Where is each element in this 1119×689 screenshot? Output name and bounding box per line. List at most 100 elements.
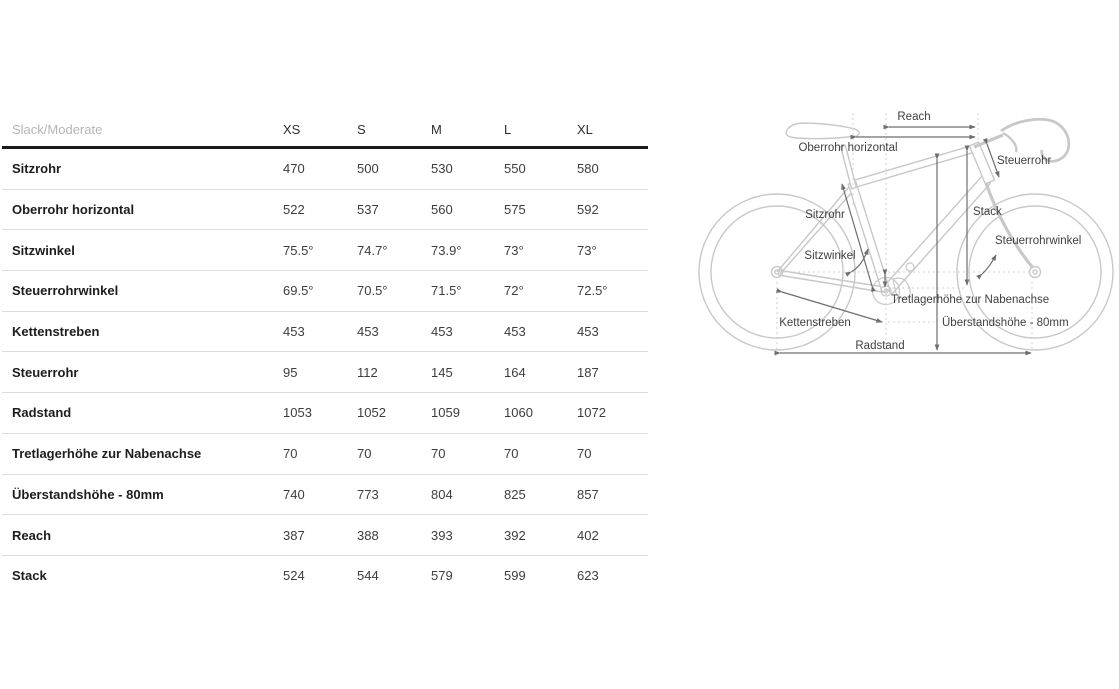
- diagram-labels: Reach Oberrohr horizontal Steuerrohr Sit…: [779, 111, 1081, 352]
- row-value: 623: [577, 568, 599, 584]
- row-value: 71.5°: [431, 283, 462, 299]
- row-value: 70: [504, 446, 519, 462]
- radstand-label: Radstand: [855, 340, 904, 352]
- reach-label: Reach: [897, 111, 930, 123]
- table-row: Sitzrohr 470 500 530 550 580: [2, 149, 648, 190]
- column-header-l: L: [504, 121, 512, 137]
- row-value: 579: [431, 568, 453, 584]
- row-value: 1053: [283, 405, 312, 421]
- dimension-arrows: [774, 124, 1032, 356]
- column-header-xs: XS: [283, 121, 301, 137]
- row-value: 544: [357, 568, 379, 584]
- table-row: Kettenstreben 453 453 453 453 453: [2, 312, 648, 353]
- row-value: 500: [357, 161, 379, 177]
- row-value: 73°: [577, 242, 597, 258]
- row-value: 550: [504, 161, 526, 177]
- table-header-row: Slack/Moderate XS S M L XL: [2, 112, 648, 149]
- row-value: 804: [431, 486, 453, 502]
- column-header-m: M: [431, 121, 442, 137]
- row-value: 580: [577, 161, 599, 177]
- row-value: 599: [504, 568, 526, 584]
- tretlagerhoehe-label: Tretlagerhöhe zur Nabenachse: [891, 294, 1049, 306]
- row-label: Radstand: [12, 405, 72, 421]
- row-value: 453: [504, 324, 526, 340]
- stack-label: Stack: [973, 206, 1002, 218]
- table-row: Steuerrohrwinkel 69.5° 70.5° 71.5° 72° 72.5°: [2, 271, 648, 312]
- row-value: 75.5°: [283, 242, 314, 258]
- steuerrohr-label: Steuerrohr: [997, 155, 1052, 167]
- table-row: Überstandshöhe - 80mm 740 773 804 825 857: [2, 475, 648, 516]
- row-value: 592: [577, 202, 599, 218]
- row-label: Stack: [12, 568, 47, 584]
- row-label: Reach: [12, 527, 52, 543]
- kettenstreben-arrow: [775, 288, 883, 323]
- geometry-table: Slack/Moderate XS S M L XL Sitzrohr 470 500 530…: [2, 112, 648, 596]
- table-row: Steuerrohr 95 112 145 164 187: [2, 352, 648, 394]
- row-label: Steuerrohr: [12, 364, 79, 380]
- row-value: 392: [504, 527, 526, 543]
- row-label: Kettenstreben: [12, 324, 100, 340]
- row-value: 69.5°: [283, 283, 314, 299]
- row-value: 1072: [577, 405, 606, 421]
- row-value: 73°: [504, 242, 524, 258]
- sitzrohr-label: Sitzrohr: [805, 209, 845, 221]
- column-header-s: S: [357, 121, 366, 137]
- table-row: Reach 387 388 393 392 402: [2, 515, 648, 556]
- steuerrohrwinkel-arc: [976, 254, 997, 280]
- oberrohr-label: Oberrohr horizontal: [798, 142, 897, 154]
- row-label: Sitzwinkel: [12, 242, 75, 258]
- row-value: 95: [283, 364, 298, 380]
- row-value: 70.5°: [357, 283, 388, 299]
- row-value: 70: [577, 446, 592, 462]
- row-value: 773: [357, 486, 379, 502]
- sitzwinkel-arc: [844, 248, 869, 277]
- ueberstandshoehe-label: Überstandshöhe - 80mm: [942, 317, 1069, 329]
- row-value: 575: [504, 202, 526, 218]
- kettenstreben-label: Kettenstreben: [779, 317, 851, 329]
- row-value: 70: [431, 446, 446, 462]
- row-value: 522: [283, 202, 305, 218]
- row-value: 112: [357, 364, 378, 380]
- row-value: 740: [283, 486, 305, 502]
- column-header-xl: XL: [577, 121, 593, 137]
- row-label: Tretlagerhöhe zur Nabenachse: [12, 446, 202, 462]
- row-value: 145: [431, 364, 453, 380]
- row-value: 74.7°: [357, 242, 388, 258]
- table-corner-label: Slack/Moderate: [12, 121, 103, 137]
- row-value: 1059: [431, 405, 460, 421]
- row-value: 187: [577, 364, 599, 380]
- row-value: 70: [283, 446, 298, 462]
- row-value: 453: [357, 324, 379, 340]
- row-value: 470: [283, 161, 305, 177]
- row-value: 537: [357, 202, 379, 218]
- row-label: Sitzrohr: [12, 161, 62, 177]
- row-value: 387: [283, 527, 305, 543]
- row-value: 70: [357, 446, 372, 462]
- table-row: Stack 524 544 579 599 623: [2, 556, 648, 596]
- row-value: 164: [504, 364, 526, 380]
- row-value: 1052: [357, 405, 386, 421]
- row-value: 453: [283, 324, 305, 340]
- row-value: 857: [577, 486, 599, 502]
- row-value: 530: [431, 161, 453, 177]
- row-label: Überstandshöhe - 80mm: [12, 486, 164, 502]
- row-value: 72.5°: [577, 283, 608, 299]
- row-value: 825: [504, 486, 526, 502]
- row-value: 453: [577, 324, 599, 340]
- row-value: 73.9°: [431, 242, 462, 258]
- row-value: 388: [357, 527, 379, 543]
- table-row: Radstand 1053 1052 1059 1060 1072: [2, 393, 648, 434]
- row-value: 524: [283, 568, 305, 584]
- table-row: Tretlagerhöhe zur Nabenachse 70 70 70 70 70: [2, 434, 648, 475]
- steuerrohr-arrow: [982, 137, 1000, 178]
- row-value: 453: [431, 324, 453, 340]
- row-label: Steuerrohrwinkel: [12, 283, 119, 299]
- sitzwinkel-label: Sitzwinkel: [804, 250, 855, 262]
- row-value: 1060: [504, 405, 533, 421]
- row-value: 402: [577, 527, 599, 543]
- steuerrohrwinkel-label: Steuerrohrwinkel: [995, 235, 1081, 247]
- table-row: Sitzwinkel 75.5° 74.7° 73.9° 73° 73°: [2, 230, 648, 272]
- row-value: 72°: [504, 283, 524, 299]
